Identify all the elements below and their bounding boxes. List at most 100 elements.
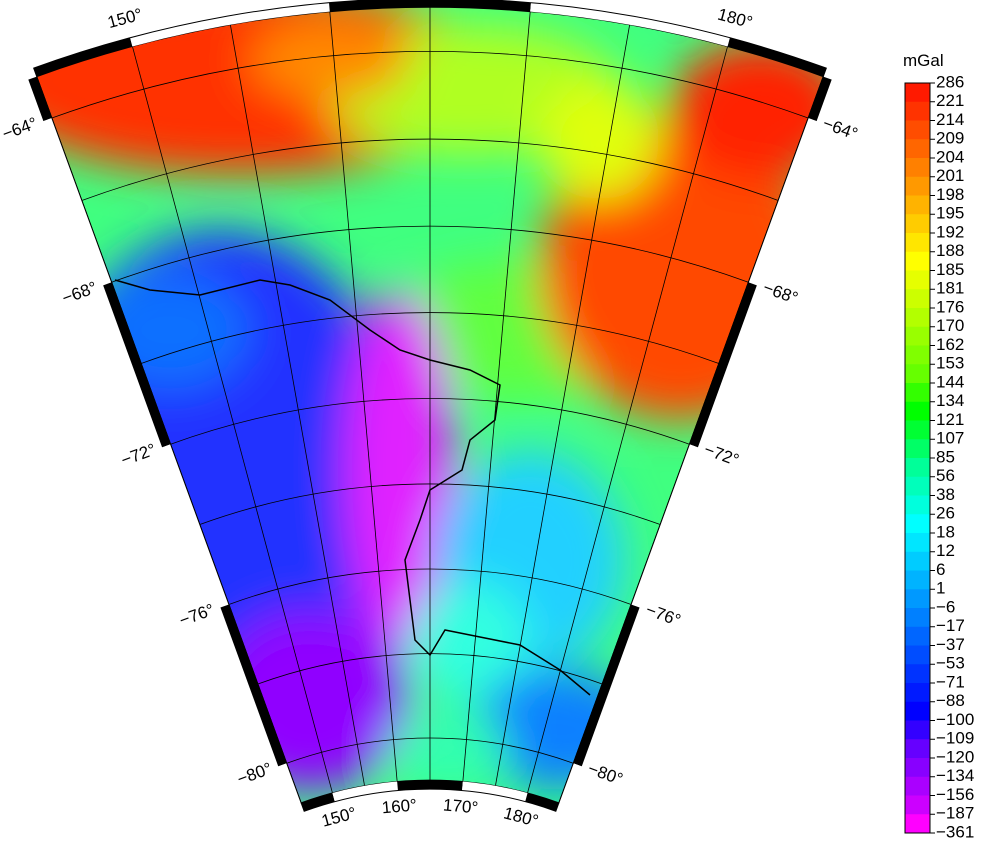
colorbar-band [905, 421, 930, 440]
colorbar-tick-label: 204 [936, 147, 964, 166]
colorbar-band [905, 214, 930, 233]
lat-label-left: −72° [118, 440, 158, 470]
lat-label-right: −68° [761, 278, 801, 308]
colorbar-band [905, 702, 930, 721]
colorbar-tick-label: 209 [936, 129, 964, 148]
lat-label-left: −76° [177, 600, 217, 630]
colorbar-tick-label: −71 [936, 672, 965, 691]
lon-label-bottom: 170° [442, 795, 479, 817]
colorbar-band [905, 814, 930, 833]
lat-label-right: −76° [643, 600, 683, 630]
colorbar-band [905, 289, 930, 308]
colorbar-band [905, 364, 930, 383]
lat-label-left: −68° [59, 278, 99, 308]
lon-label-top: 150° [105, 5, 144, 32]
colorbar-tick-label: 121 [936, 410, 964, 429]
colorbar-band [905, 196, 930, 215]
colorbar-band [905, 102, 930, 121]
colorbar-band [905, 533, 930, 552]
colorbar-tick-label: 56 [936, 466, 955, 485]
colorbar-band [905, 327, 930, 346]
colorbar-band [905, 514, 930, 533]
colorbar-tick-label: −17 [936, 616, 965, 635]
colorbar-band [905, 589, 930, 608]
colorbar-band [905, 83, 930, 102]
colorbar-band [905, 646, 930, 665]
colorbar-tick-label: 181 [936, 279, 964, 298]
colorbar-band [905, 777, 930, 796]
colorbar-tick-label: −361 [936, 822, 974, 841]
colorbar-band [905, 458, 930, 477]
colorbar-tick-label: −109 [936, 729, 974, 748]
colorbar-tick-label: 188 [936, 241, 964, 260]
colorbar-tick-label: 1 [936, 579, 945, 598]
colorbar-tick-label: 107 [936, 429, 964, 448]
page: 150°150°160°160°170°170°180°180°−64°−64°… [0, 0, 994, 848]
colorbar-band [905, 739, 930, 758]
colorbar-tick-label: 144 [936, 372, 964, 391]
colorbar-band [905, 683, 930, 702]
colorbar-tick-label: −156 [936, 785, 974, 804]
lon-label-bottom: 180° [502, 803, 541, 830]
colorbar: mGal 28622121420920420119819519218818518… [903, 51, 974, 841]
lat-label-right: −80° [585, 759, 625, 789]
colorbar-tick-label: 185 [936, 260, 964, 279]
colorbar-band [905, 346, 930, 365]
colorbar-band [905, 121, 930, 140]
colorbar-band [905, 627, 930, 646]
colorbar-band [905, 383, 930, 402]
colorbar-tick-label: −88 [936, 691, 965, 710]
colorbar-tick-label: 214 [936, 110, 964, 129]
frame-segment [329, 3, 530, 7]
map-figure: 150°150°160°160°170°170°180°180°−64°−64°… [0, 0, 994, 843]
colorbar-tick-label: 26 [936, 504, 955, 523]
colorbar-band [905, 439, 930, 458]
lon-label-bottom: 150° [319, 803, 358, 830]
colorbar-tick-label: 170 [936, 316, 964, 335]
colorbar-tick-label: 176 [936, 297, 964, 316]
lat-label-right: −72° [702, 440, 742, 470]
colorbar-band [905, 308, 930, 327]
colorbar-tick-label: −134 [936, 766, 974, 785]
colorbar-band [905, 477, 930, 496]
colorbar-band [905, 496, 930, 515]
colorbar-band [905, 721, 930, 740]
frame-segment [398, 785, 463, 786]
colorbar-tick-label: 221 [936, 91, 964, 110]
colorbar-tick-label: −37 [936, 635, 965, 654]
colorbar-title: mGal [903, 51, 944, 70]
colorbar-band [905, 552, 930, 571]
colorbar-band [905, 796, 930, 815]
lon-label-bottom: 160° [381, 795, 418, 817]
colorbar-tick-label: −187 [936, 804, 974, 823]
colorbar-tick-label: 38 [936, 485, 955, 504]
lat-label-left: −80° [235, 759, 275, 789]
colorbar-tick-label: 198 [936, 185, 964, 204]
colorbar-tick-label: 12 [936, 541, 955, 560]
colorbar-tick-label: 192 [936, 222, 964, 241]
colorbar-band [905, 608, 930, 627]
colorbar-band [905, 758, 930, 777]
colorbar-band [905, 271, 930, 290]
colorbar-band [905, 158, 930, 177]
colorbar-band [905, 177, 930, 196]
colorbar-tick-label: 18 [936, 522, 955, 541]
colorbar-band [905, 139, 930, 158]
colorbar-band [905, 402, 930, 421]
colorbar-tick-label: 195 [936, 204, 964, 223]
colorbar-tick-label: 162 [936, 335, 964, 354]
colorbar-band [905, 252, 930, 271]
colorbar-tick-label: 85 [936, 447, 955, 466]
colorbar-band [905, 664, 930, 683]
colorbar-tick-label: −100 [936, 710, 974, 729]
colorbar-tick-label: 286 [936, 72, 964, 91]
colorbar-tick-label: 134 [936, 391, 964, 410]
colorbar-band [905, 233, 930, 252]
colorbar-tick-label: 201 [936, 166, 964, 185]
lon-label-top: 180° [716, 5, 755, 32]
colorbar-tick-label: −53 [936, 654, 965, 673]
colorbar-tick-label: −120 [936, 747, 974, 766]
colorbar-tick-label: −6 [936, 597, 955, 616]
lat-label-right: −64° [820, 114, 860, 144]
colorbar-band [905, 571, 930, 590]
